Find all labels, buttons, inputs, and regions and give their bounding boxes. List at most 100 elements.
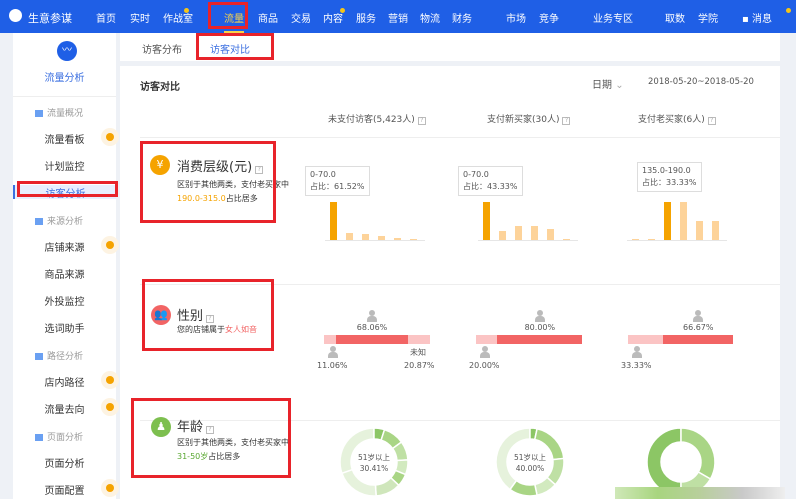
- title-text: 性别: [177, 309, 204, 324]
- help-icon[interactable]: ?: [562, 117, 571, 125]
- female-segment: [662, 335, 733, 344]
- mosaic-blur: [615, 487, 785, 499]
- date-dropdown[interactable]: 日期 ⌄: [592, 76, 624, 91]
- column-header-old-buyers: 支付老买家(6人)?: [638, 112, 716, 125]
- folder-icon: [35, 434, 43, 441]
- nav-item[interactable]: 服务: [356, 14, 376, 25]
- sidebar-item[interactable]: 店铺来源: [44, 243, 85, 254]
- donut-slice[interactable]: [508, 479, 538, 497]
- divider: [140, 137, 780, 138]
- bar: [531, 225, 538, 240]
- title-text: 消费层级(元): [177, 160, 253, 175]
- help-icon[interactable]: ?: [417, 117, 426, 125]
- tooltip-share: 占比：33.33%: [642, 178, 697, 187]
- top-nav-bar: 生意参谋 首页 实时 作战室 流量 商品 交易 内容 服务 营销 物流 财务 市场 竞争 业务专区 取数 学院…: [0, 0, 796, 33]
- nav-item[interactable]: 市场: [506, 14, 526, 25]
- group-label: 流量概况: [47, 109, 84, 119]
- desc-text: 您的店铺属于: [177, 325, 225, 334]
- bar: [547, 228, 554, 240]
- section-desc-age: 区别于其他两类，支付老买家中 31-50岁占比居多: [177, 436, 302, 464]
- section-desc-gender: 您的店铺属于女人如音: [177, 323, 302, 337]
- highlight-text: 190.0-315.0: [177, 194, 226, 203]
- new-badge-dot: [101, 398, 119, 416]
- date-range: 2018-05-20~2018-05-20: [648, 77, 754, 87]
- female-percent: 66.67%: [682, 323, 714, 332]
- tooltip-share: 占比：43.33%: [463, 182, 518, 191]
- nav-item[interactable]: 物流: [420, 14, 440, 25]
- female-icon: [366, 310, 377, 322]
- column-header-new-buyers: 支付新买家(30人)?: [487, 112, 571, 125]
- sidebar-item[interactable]: 流量看板: [44, 135, 85, 146]
- sidebar-item[interactable]: 外投监控: [44, 297, 85, 308]
- bar-tooltip: 135.0-190.0 占比：33.33%: [637, 162, 702, 192]
- help-icon[interactable]: ?: [206, 315, 215, 323]
- logo-icon: [9, 9, 22, 22]
- section-title-gender: 性别?: [177, 305, 215, 324]
- bar: [394, 238, 401, 240]
- sidebar-item[interactable]: 页面分析: [44, 459, 85, 470]
- messages-link[interactable]: ▪ 消息: [742, 14, 772, 25]
- nav-item[interactable]: 取数: [665, 14, 685, 25]
- tab-visitor-distribution[interactable]: 访客分布: [142, 45, 182, 56]
- folder-icon: [35, 353, 43, 360]
- nav-item[interactable]: 作战室: [163, 14, 193, 25]
- x-axis: [325, 240, 425, 241]
- sidebar-item[interactable]: 计划监控: [44, 162, 85, 173]
- group-label: 页面分析: [47, 433, 84, 443]
- donut-slice[interactable]: [340, 468, 377, 497]
- traffic-chart-icon: 〰: [57, 41, 77, 61]
- sidebar-item[interactable]: 流量去向: [44, 405, 85, 416]
- sidebar-item[interactable]: 店内路径: [44, 378, 85, 389]
- nav-item[interactable]: 商品: [258, 14, 278, 25]
- nav-item[interactable]: 首页: [96, 14, 116, 25]
- desc-text: 区别于其他两类，支付老买家中: [177, 180, 289, 189]
- column-label: 支付新买家(30人): [487, 115, 560, 125]
- female-segment: [497, 335, 582, 344]
- column-header-unpaid: 未支付访客(5,423人)?: [328, 112, 426, 125]
- divider: [140, 420, 780, 421]
- date-label: 日期: [592, 80, 612, 91]
- nav-item[interactable]: 学院: [698, 14, 718, 25]
- column-label: 未支付访客(5,423人): [328, 115, 415, 125]
- donut-label: 51岁以上: [514, 452, 547, 462]
- new-badge-dot: [101, 236, 119, 254]
- users-icon: 👥: [151, 305, 171, 325]
- nav-item[interactable]: 业务专区: [593, 14, 633, 25]
- bar: [483, 202, 490, 240]
- folder-icon: [35, 218, 43, 225]
- logo-text[interactable]: 生意参谋: [28, 12, 72, 25]
- tab-bar: 访客分布 访客对比: [120, 33, 780, 61]
- female-percent: 68.06%: [356, 323, 388, 332]
- nav-item[interactable]: 内容: [323, 14, 343, 25]
- sidebar-item[interactable]: 页面配置: [44, 486, 85, 497]
- help-icon[interactable]: ?: [707, 117, 716, 125]
- nav-item[interactable]: 竞争: [539, 14, 559, 25]
- divider: [13, 96, 116, 97]
- sidebar-group: 流量概况: [35, 106, 83, 119]
- donut-slice[interactable]: [646, 427, 682, 497]
- male-percent: 33.33%: [621, 361, 652, 370]
- bar: [515, 225, 522, 240]
- help-icon[interactable]: ?: [255, 166, 264, 174]
- yuan-icon: ¥: [150, 155, 170, 175]
- desc-text: 占比居多: [208, 452, 241, 461]
- male-percent: 20.00%: [469, 361, 500, 370]
- sidebar-group: 来源分析: [35, 214, 83, 227]
- nav-item[interactable]: 营销: [388, 14, 408, 25]
- unknown-percent: 20.87%: [404, 361, 435, 370]
- nav-item[interactable]: 实时: [130, 14, 150, 25]
- tooltip-range: 0-70.0: [463, 170, 489, 179]
- help-icon[interactable]: ?: [206, 426, 215, 434]
- tab-visitor-compare[interactable]: 访客对比: [210, 45, 250, 56]
- sidebar-title: 流量分析: [44, 73, 85, 84]
- tooltip-range: 0-70.0: [310, 170, 336, 179]
- sidebar-item[interactable]: 商品来源: [44, 270, 85, 281]
- male-icon: [632, 346, 642, 358]
- sidebar-item[interactable]: 选词助手: [44, 324, 85, 335]
- nav-item[interactable]: 交易: [291, 14, 311, 25]
- nav-item[interactable]: 流量: [224, 10, 244, 33]
- bar: [410, 238, 417, 240]
- tooltip-share: 占比：61.52%: [310, 182, 365, 191]
- nav-item[interactable]: 财务: [452, 14, 472, 25]
